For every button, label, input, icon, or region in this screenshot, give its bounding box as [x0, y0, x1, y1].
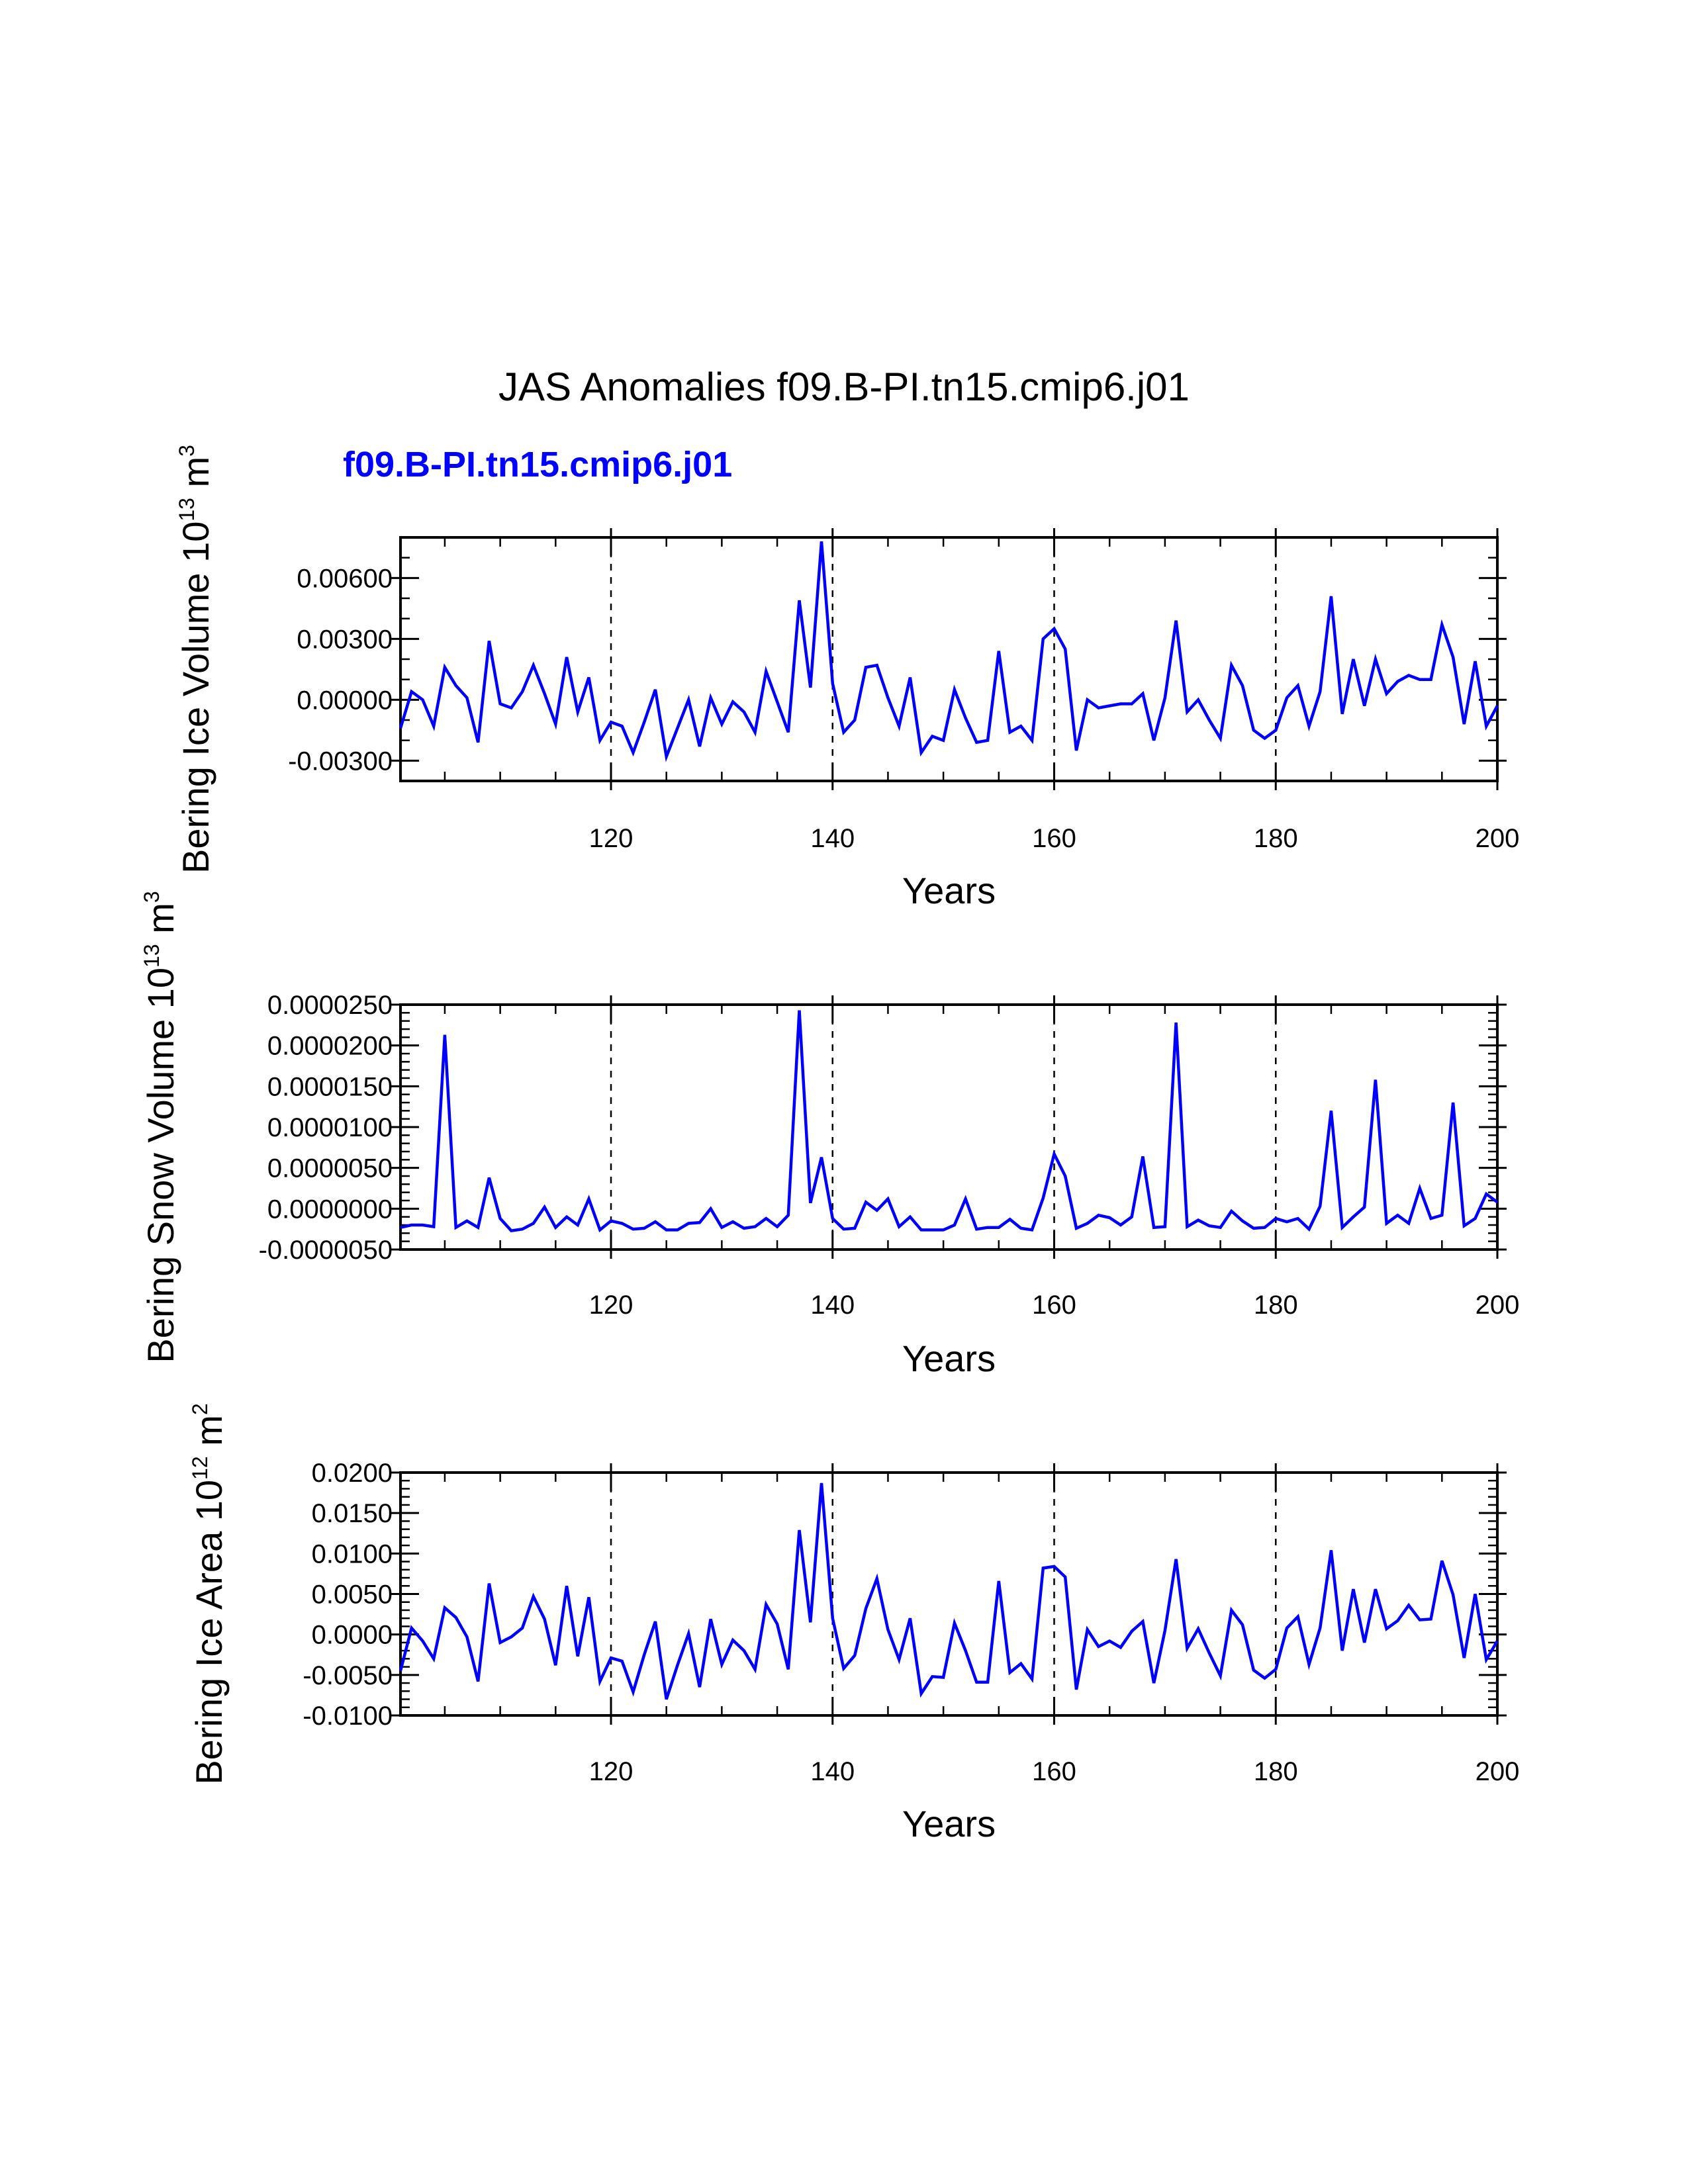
x-tick-label: 120 [589, 1291, 633, 1320]
y-tick-label: 0.00300 [297, 625, 393, 654]
y-tick-label: 0.0000150 [267, 1072, 393, 1101]
y-tick-label: 0.0000200 [267, 1032, 393, 1061]
y-axis-title: Bering Ice Volume 1013 m3 [175, 445, 216, 874]
y-tick-label: 0.0000100 [267, 1113, 393, 1142]
y-tick-label: 0.0000 [312, 1621, 393, 1650]
x-tick-label: 160 [1032, 1757, 1076, 1786]
x-tick-label: 140 [810, 824, 855, 853]
panel-ice-volume: 120 140 160 180 200 -0.00300 0.00000 0.00300 0.0… [175, 445, 1519, 911]
subtitle: f09.B-PI.tn15.cmip6.j01 [343, 445, 732, 484]
y-tick-label: 0.00600 [297, 564, 393, 593]
main-title: JAS Anomalies f09.B-PI.tn15.cmip6.j01 [498, 365, 1190, 409]
y-tick-label: 0.0200 [312, 1459, 393, 1488]
panel-snow-volume: 120 140 160 180 200 -0.0000050 0.0000000 0.0000… [140, 891, 1519, 1379]
panel-ice-area: 120 140 160 180 200 -0.0100 -0.0050 0.0000 0.005… [188, 1403, 1519, 1844]
x-tick-label: 160 [1032, 1291, 1076, 1320]
x-axis-title: Years [902, 870, 996, 911]
x-tick-label: 140 [810, 1291, 855, 1320]
y-tick-label: 0.0150 [312, 1499, 393, 1528]
y-tick-label: 0.0050 [312, 1580, 393, 1610]
y-tick-label: 0.0000000 [267, 1195, 393, 1224]
y-tick-label: -0.0000050 [259, 1236, 393, 1265]
series-line [399, 541, 1499, 762]
y-tick-label: 0.00000 [297, 686, 393, 715]
y-tick-label: -0.0050 [303, 1661, 393, 1690]
x-tick-label: 180 [1254, 824, 1298, 853]
y-tick-label: 0.0000050 [267, 1154, 393, 1183]
x-axis-title: Years [902, 1338, 996, 1379]
x-tick-label: 200 [1476, 1291, 1520, 1320]
series-line [400, 1010, 1499, 1233]
y-tick-label: -0.0100 [303, 1702, 393, 1731]
y-axis-title: Bering Ice Area 1012 m2 [188, 1403, 230, 1784]
series-line [399, 1482, 1499, 1700]
y-tick-label: 0.0100 [312, 1539, 393, 1569]
x-tick-label: 120 [589, 1757, 633, 1786]
y-tick-label: -0.00300 [288, 747, 393, 776]
x-tick-label: 180 [1254, 1757, 1298, 1786]
x-tick-label: 120 [589, 824, 633, 853]
y-axis-title: Bering Snow Volume 1013 m3 [140, 891, 181, 1363]
x-tick-label: 180 [1254, 1291, 1298, 1320]
x-tick-label: 200 [1476, 824, 1520, 853]
x-tick-label: 200 [1476, 1757, 1520, 1786]
y-tick-label: 0.0000250 [267, 991, 393, 1020]
x-tick-label: 160 [1032, 824, 1076, 853]
x-axis-title: Years [902, 1803, 996, 1844]
x-tick-label: 140 [810, 1757, 855, 1786]
